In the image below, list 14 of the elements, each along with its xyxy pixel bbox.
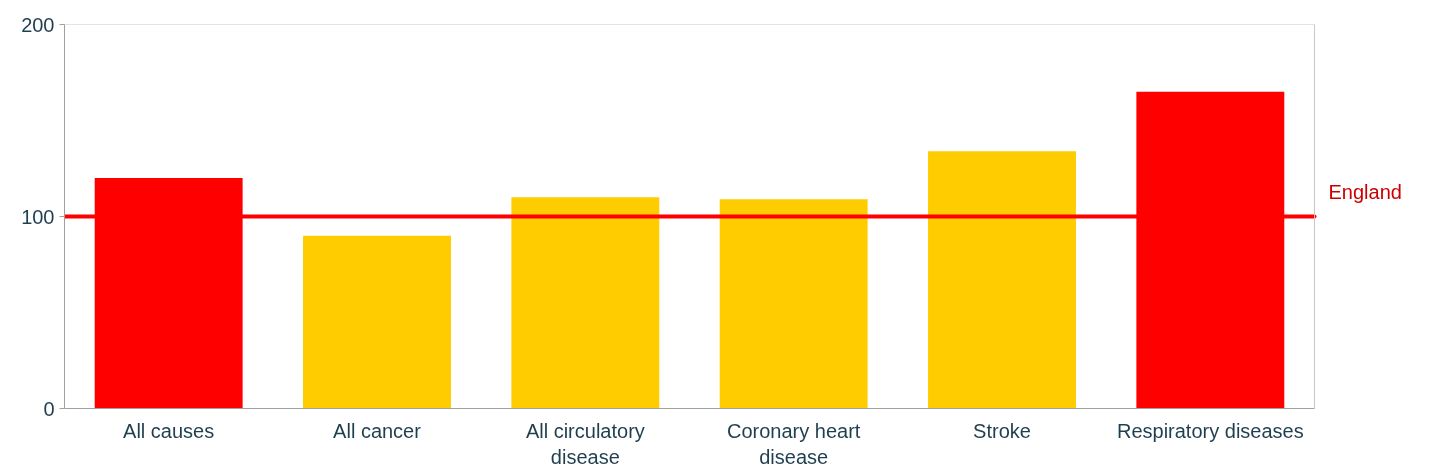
- y-tick-label: 100: [21, 205, 55, 228]
- x-tick-label: All circulatory disease: [525, 419, 645, 468]
- y-tick-label: 0: [43, 397, 55, 420]
- bar: [511, 197, 660, 409]
- x-tick-label: Respiratory diseases: [1116, 419, 1304, 442]
- bar: [928, 151, 1076, 409]
- bar: [303, 235, 451, 409]
- y-tick-label: 200: [21, 13, 55, 36]
- bar: [719, 199, 868, 409]
- x-tick-label: Coronary heart disease: [726, 419, 861, 468]
- ref-line-label: England: [1328, 180, 1402, 203]
- x-tick-label: All cancer: [333, 419, 422, 442]
- x-tick-label: All causes: [123, 419, 215, 442]
- x-tick-label: Stroke: [973, 419, 1031, 442]
